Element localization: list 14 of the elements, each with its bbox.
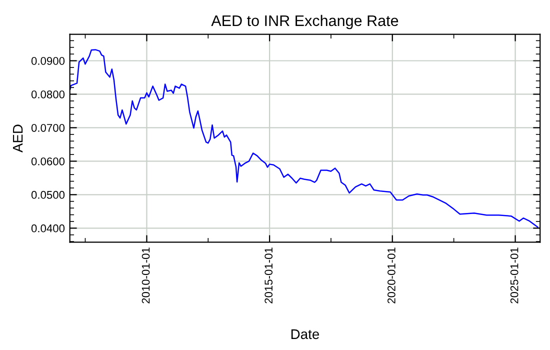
line-series — [70, 49, 538, 228]
y-tick-label: 0.0800 — [31, 90, 65, 98]
x-axis-title: Date — [291, 329, 320, 340]
chart-title: AED to INR Exchange Rate — [211, 14, 398, 30]
x-tick-label: 2025-01-01 — [510, 248, 518, 304]
y-tick-label: 0.0900 — [31, 57, 65, 65]
y-tick-label: 0.0500 — [31, 190, 65, 199]
y-tick-label: 0.0400 — [31, 224, 65, 232]
y-axis-title: AED — [13, 124, 23, 152]
y-tick-label: 0.0700 — [31, 124, 65, 132]
x-tick-label: 2010-01-01 — [142, 248, 150, 304]
y-tick-label: 0.0600 — [31, 157, 65, 166]
x-tick-label: 2015-01-01 — [264, 248, 273, 304]
x-tick-label: 2020-01-01 — [388, 248, 396, 304]
